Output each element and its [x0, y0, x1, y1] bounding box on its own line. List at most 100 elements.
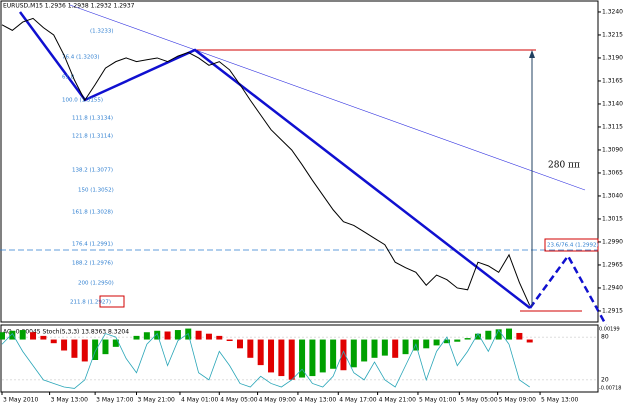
y-tick-label: 1.3190 [602, 54, 623, 61]
y-tick-label: 0.00199 [599, 327, 620, 333]
ao-bar [350, 339, 357, 368]
x-tick-label: 3 May 17:00 [96, 397, 134, 404]
fib-label: 76.4 (1.3203) [62, 55, 100, 61]
ao-bar [71, 339, 78, 358]
trend-line [69, 4, 586, 191]
ao-bar [526, 339, 533, 343]
fib-label: 176.4 (1.2991) [72, 242, 113, 248]
y-tick-label: -0.00718 [599, 386, 621, 392]
fib-label: 138.2 (1.3077) [72, 168, 113, 174]
x-tick-label: 4 May 01:00 [181, 397, 219, 404]
ao-bar [454, 339, 461, 342]
y-tick-label: 1.2940 [602, 284, 623, 291]
ao-bar [371, 339, 378, 358]
ao-bar [443, 339, 450, 344]
fib-label: 200 (1.2950) [78, 281, 114, 287]
x-tick-label: 4 May 05:00 [220, 397, 258, 404]
box [544, 238, 599, 252]
sub-frame [0, 324, 599, 393]
ao-bar [154, 330, 161, 340]
x-tick-label: 3 May 21:00 [138, 397, 176, 404]
y-tick-label: 1.2965 [602, 261, 623, 268]
x-tick-label: 5 May 13:00 [541, 397, 579, 404]
ao-bar [309, 339, 316, 377]
ao-bar [247, 339, 254, 358]
ao-bar [195, 330, 202, 340]
ao-bar [268, 339, 275, 373]
ao-bar [143, 332, 150, 340]
fib-label: 23.6/76.4 (1.2992) [547, 243, 599, 249]
ao-bar [485, 330, 492, 340]
x-tick-label: 5 May 01:00 [419, 397, 457, 404]
fib-label: 121.8 (1.3114) [72, 134, 113, 140]
ao-bar [474, 333, 481, 340]
ao-bar [495, 329, 502, 340]
annotation: 280 пп [548, 161, 580, 171]
ao-bar [40, 335, 47, 340]
arrow-head [529, 50, 535, 58]
ao-bar [392, 339, 399, 358]
y-tick-label: 1.2915 [602, 307, 623, 314]
ao-bar [516, 332, 523, 340]
chart-title: EURUSD,M15 1.2936 1.2938 1.2932 1.2937 [3, 3, 135, 10]
zigzag [18, 11, 531, 309]
ao-bar [9, 330, 16, 340]
y-tick-label: 1.3215 [602, 31, 623, 38]
ao-bar [423, 339, 430, 349]
ao-bar [0, 332, 5, 340]
ao-bar [216, 335, 223, 340]
y-tick-label: 1.3240 [602, 8, 623, 15]
ao-bar [133, 335, 140, 340]
ao-bar [226, 339, 233, 342]
box [99, 295, 125, 308]
ao-bar [205, 333, 212, 340]
stoch-line [1, 329, 530, 389]
x-tick-label: 4 May 09:00 [259, 397, 297, 404]
fib-label: 211.8 (1.2927) [70, 300, 111, 306]
sub-title: AO -0.00045 Stoch(5,3,3) 13.8363 8.3204 [3, 329, 129, 336]
ao-bar [236, 339, 243, 349]
x-tick-label: 4 May 17:00 [339, 397, 377, 404]
ao-bar [278, 339, 285, 377]
ao-bar [174, 330, 181, 340]
y-tick-label: 1.2990 [602, 238, 623, 245]
ao-bar [361, 339, 368, 362]
ao-bar [340, 339, 347, 371]
ao-bar [81, 339, 88, 362]
y-tick-label: 1.3040 [602, 192, 623, 199]
ao-bar [102, 339, 109, 355]
y2-tick-label: 20 [601, 376, 609, 383]
ao-bar [30, 332, 37, 340]
x-tick-label: 5 May 05:00 [460, 397, 498, 404]
y-tick-label: 1.3090 [602, 146, 623, 153]
y2-tick-label: 80 [601, 334, 609, 341]
fib-label: 111.8 (1.3134) [72, 116, 113, 122]
projection [528, 253, 608, 326]
y-tick-label: 1.3140 [602, 100, 623, 107]
fib-label: 150 (1.3052) [78, 188, 114, 194]
ao-bar [61, 339, 68, 351]
ao-bar [402, 339, 409, 355]
ao-bar [257, 339, 264, 366]
y-tick-label: 1.3165 [602, 77, 623, 84]
x-tick-label: 4 May 21:00 [379, 397, 417, 404]
ao-bar [288, 339, 295, 380]
price-line [1, 17, 531, 306]
ao-bar [112, 339, 119, 347]
y-tick-label: 1.3115 [602, 123, 623, 130]
x-tick-label: 4 May 13:00 [299, 397, 337, 404]
ao-bar [381, 339, 388, 356]
y-tick-label: 1.3065 [602, 169, 623, 176]
x-tick-label: 3 May 13:00 [51, 397, 89, 404]
fib-label: 188.2 (1.2976) [72, 261, 113, 267]
ao-bar [299, 339, 306, 378]
ao-bar [464, 338, 471, 340]
ao-bar [92, 339, 99, 360]
fib-label: 61.8 [62, 75, 75, 81]
ao-bar [319, 339, 326, 373]
ao-bar [164, 331, 171, 340]
ao-bar [19, 330, 26, 340]
x-tick-label: 3 May 2010 [3, 397, 38, 404]
ao-bar [506, 328, 513, 340]
